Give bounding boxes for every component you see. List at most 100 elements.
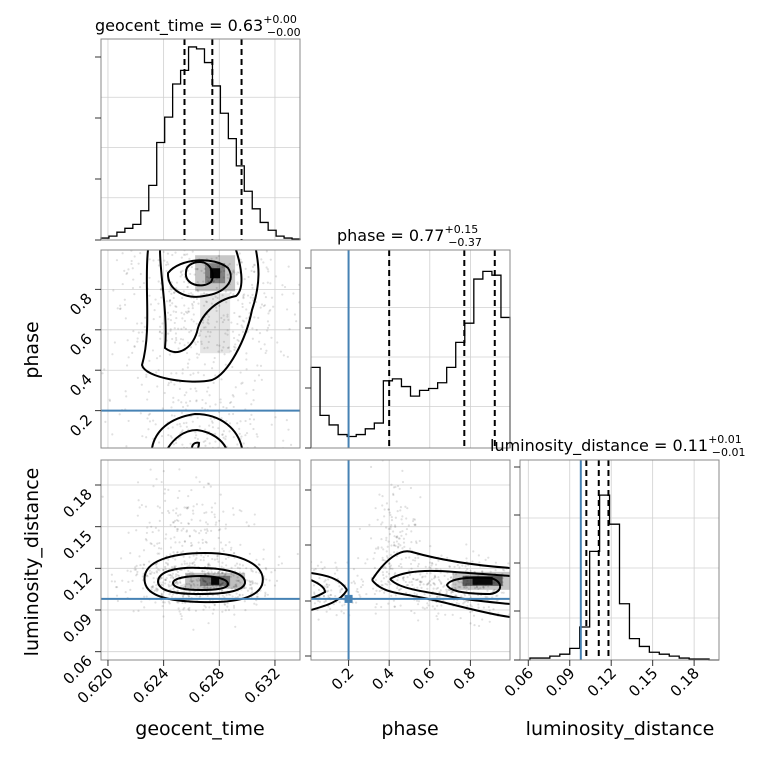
- sample-point: [469, 603, 472, 607]
- sample-point: [384, 566, 387, 570]
- sample-point: [221, 547, 224, 550]
- sample-point: [156, 552, 159, 555]
- sample-point: [206, 583, 209, 586]
- sample-point: [425, 606, 429, 609]
- sample-point: [220, 129, 222, 131]
- sample-point: [161, 129, 163, 131]
- sample-point: [219, 584, 222, 587]
- sample-point: [179, 270, 183, 273]
- sample-point: [205, 511, 208, 514]
- sample-point: [264, 593, 267, 596]
- sample-point: [400, 566, 403, 569]
- sample-point: [227, 593, 231, 596]
- x-tick-label: 0.4: [368, 664, 398, 694]
- sample-point: [408, 581, 411, 584]
- sample-point: [206, 330, 210, 333]
- sample-point: [437, 559, 440, 562]
- sample-point: [276, 341, 279, 344]
- sample-point: [139, 272, 142, 276]
- sample-point: [183, 304, 186, 307]
- sample-point: [172, 401, 175, 404]
- sample-point: [404, 505, 407, 508]
- sample-point: [253, 270, 256, 273]
- sample-point: [124, 590, 127, 594]
- sample-point: [181, 405, 185, 409]
- sample-point: [129, 552, 132, 555]
- sample-point: [168, 602, 171, 605]
- sample-point: [219, 398, 222, 401]
- sample-point: [116, 599, 119, 603]
- sample-point: [136, 376, 139, 379]
- sample-point: [155, 478, 158, 481]
- contour-bottom-core: [191, 441, 201, 448]
- sample-point: [215, 306, 218, 309]
- hist-luminosity-distance: [520, 494, 719, 661]
- sample-point: [252, 427, 255, 431]
- sample-point: [248, 418, 251, 421]
- sample-point: [88, 215, 90, 217]
- sample-point: [235, 562, 239, 565]
- sample-point: [218, 570, 221, 573]
- sample-point: [168, 580, 171, 583]
- sample-point: [234, 625, 237, 628]
- sample-point: [203, 604, 206, 607]
- sample-point: [325, 583, 328, 587]
- sample-point: [212, 573, 215, 576]
- sample-point: [245, 233, 247, 235]
- sample-point: [172, 576, 175, 579]
- sample-point: [135, 529, 138, 532]
- sample-point: [475, 585, 479, 588]
- sample-point: [193, 470, 195, 472]
- sample-point: [104, 420, 107, 423]
- sample-point: [181, 594, 184, 598]
- sample-point: [179, 513, 182, 516]
- sample-point: [229, 291, 232, 295]
- sample-point: [178, 422, 181, 426]
- sample-point: [251, 570, 254, 573]
- sample-point: [340, 587, 343, 590]
- sample-point: [251, 337, 254, 340]
- sample-point: [201, 406, 204, 410]
- sample-point: [136, 570, 139, 574]
- sample-point: [471, 560, 474, 563]
- sample-point: [251, 580, 254, 583]
- sample-point: [192, 554, 195, 557]
- sample-point: [182, 290, 185, 293]
- sample-point: [381, 521, 384, 524]
- sample-point: [466, 604, 469, 608]
- sample-point: [163, 590, 166, 593]
- sample-point: [191, 562, 194, 565]
- sample-point: [205, 528, 209, 531]
- sample-point: [157, 547, 161, 550]
- sample-point: [157, 264, 161, 267]
- sample-point: [220, 584, 223, 587]
- sample-point: [440, 581, 443, 584]
- sample-point: [232, 395, 235, 398]
- sample-point: [221, 294, 224, 297]
- sample-point: [146, 526, 149, 529]
- sample-point: [393, 543, 396, 547]
- sample-point: [238, 271, 241, 274]
- sample-point: [143, 325, 146, 329]
- sample-point: [172, 577, 175, 580]
- sample-point: [251, 581, 254, 584]
- sample-point: [497, 612, 500, 615]
- sample-point: [253, 379, 256, 382]
- sample-point: [216, 265, 219, 268]
- sample-point: [215, 585, 218, 588]
- sample-point: [153, 309, 156, 312]
- sample-point: [266, 281, 269, 284]
- sample-point: [206, 482, 210, 485]
- sample-point: [253, 602, 256, 605]
- sample-point: [429, 544, 432, 548]
- sample-point: [378, 493, 381, 496]
- y-ticks: [305, 489, 311, 657]
- sample-point: [470, 605, 473, 608]
- sample-point: [232, 405, 235, 409]
- sample-point: [432, 587, 435, 590]
- sample-point: [374, 547, 378, 550]
- sample-point: [286, 355, 289, 358]
- sample-point: [191, 571, 194, 574]
- sample-point: [160, 461, 162, 463]
- sample-point: [171, 593, 175, 596]
